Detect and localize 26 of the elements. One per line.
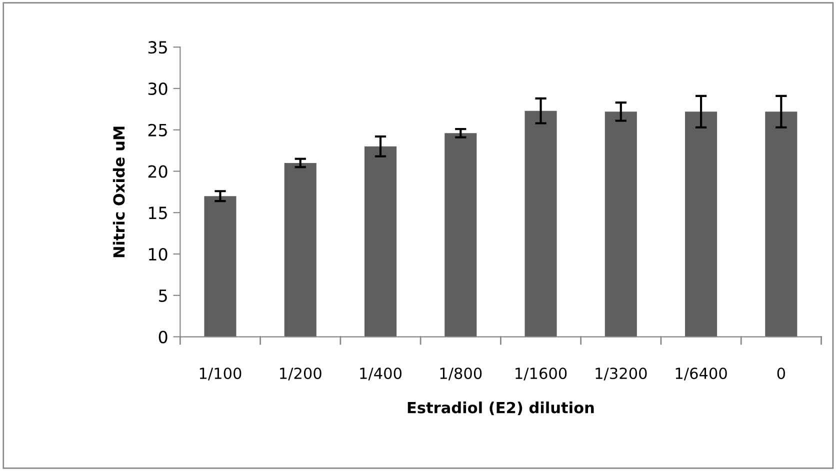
x-axis-title: Estradiol (E2) dilution (408, 402, 594, 416)
x-tick-label: 1/6400 (676, 368, 727, 380)
bar (604, 112, 637, 337)
bar (765, 112, 798, 337)
y-tick-label: 20 (148, 165, 168, 178)
bar (685, 112, 718, 337)
y-tick-label: 5 (159, 290, 167, 302)
y-tick-label: 10 (148, 248, 168, 261)
y-tick-label: 15 (148, 206, 167, 220)
x-tick-label: 1/1600 (516, 368, 567, 380)
bar (524, 110, 557, 337)
x-tick-label: 1/400 (360, 368, 402, 380)
x-tick-label: 1/3200 (596, 368, 647, 380)
bar (204, 196, 236, 337)
bar (284, 162, 316, 337)
y-tick-label: 30 (148, 82, 168, 96)
x-tick-label: 1/800 (440, 368, 482, 380)
bar (364, 146, 397, 337)
y-axis-title: Nitric Oxide uM (112, 126, 125, 258)
bar (444, 133, 477, 337)
y-tick-label: 0 (158, 330, 168, 344)
x-tick-label: 1/100 (200, 368, 242, 380)
y-tick-label: 35 (148, 41, 167, 54)
x-tick-label: 1/200 (280, 368, 322, 380)
x-tick-label: 0 (777, 368, 786, 380)
y-tick-label: 25 (148, 124, 167, 136)
